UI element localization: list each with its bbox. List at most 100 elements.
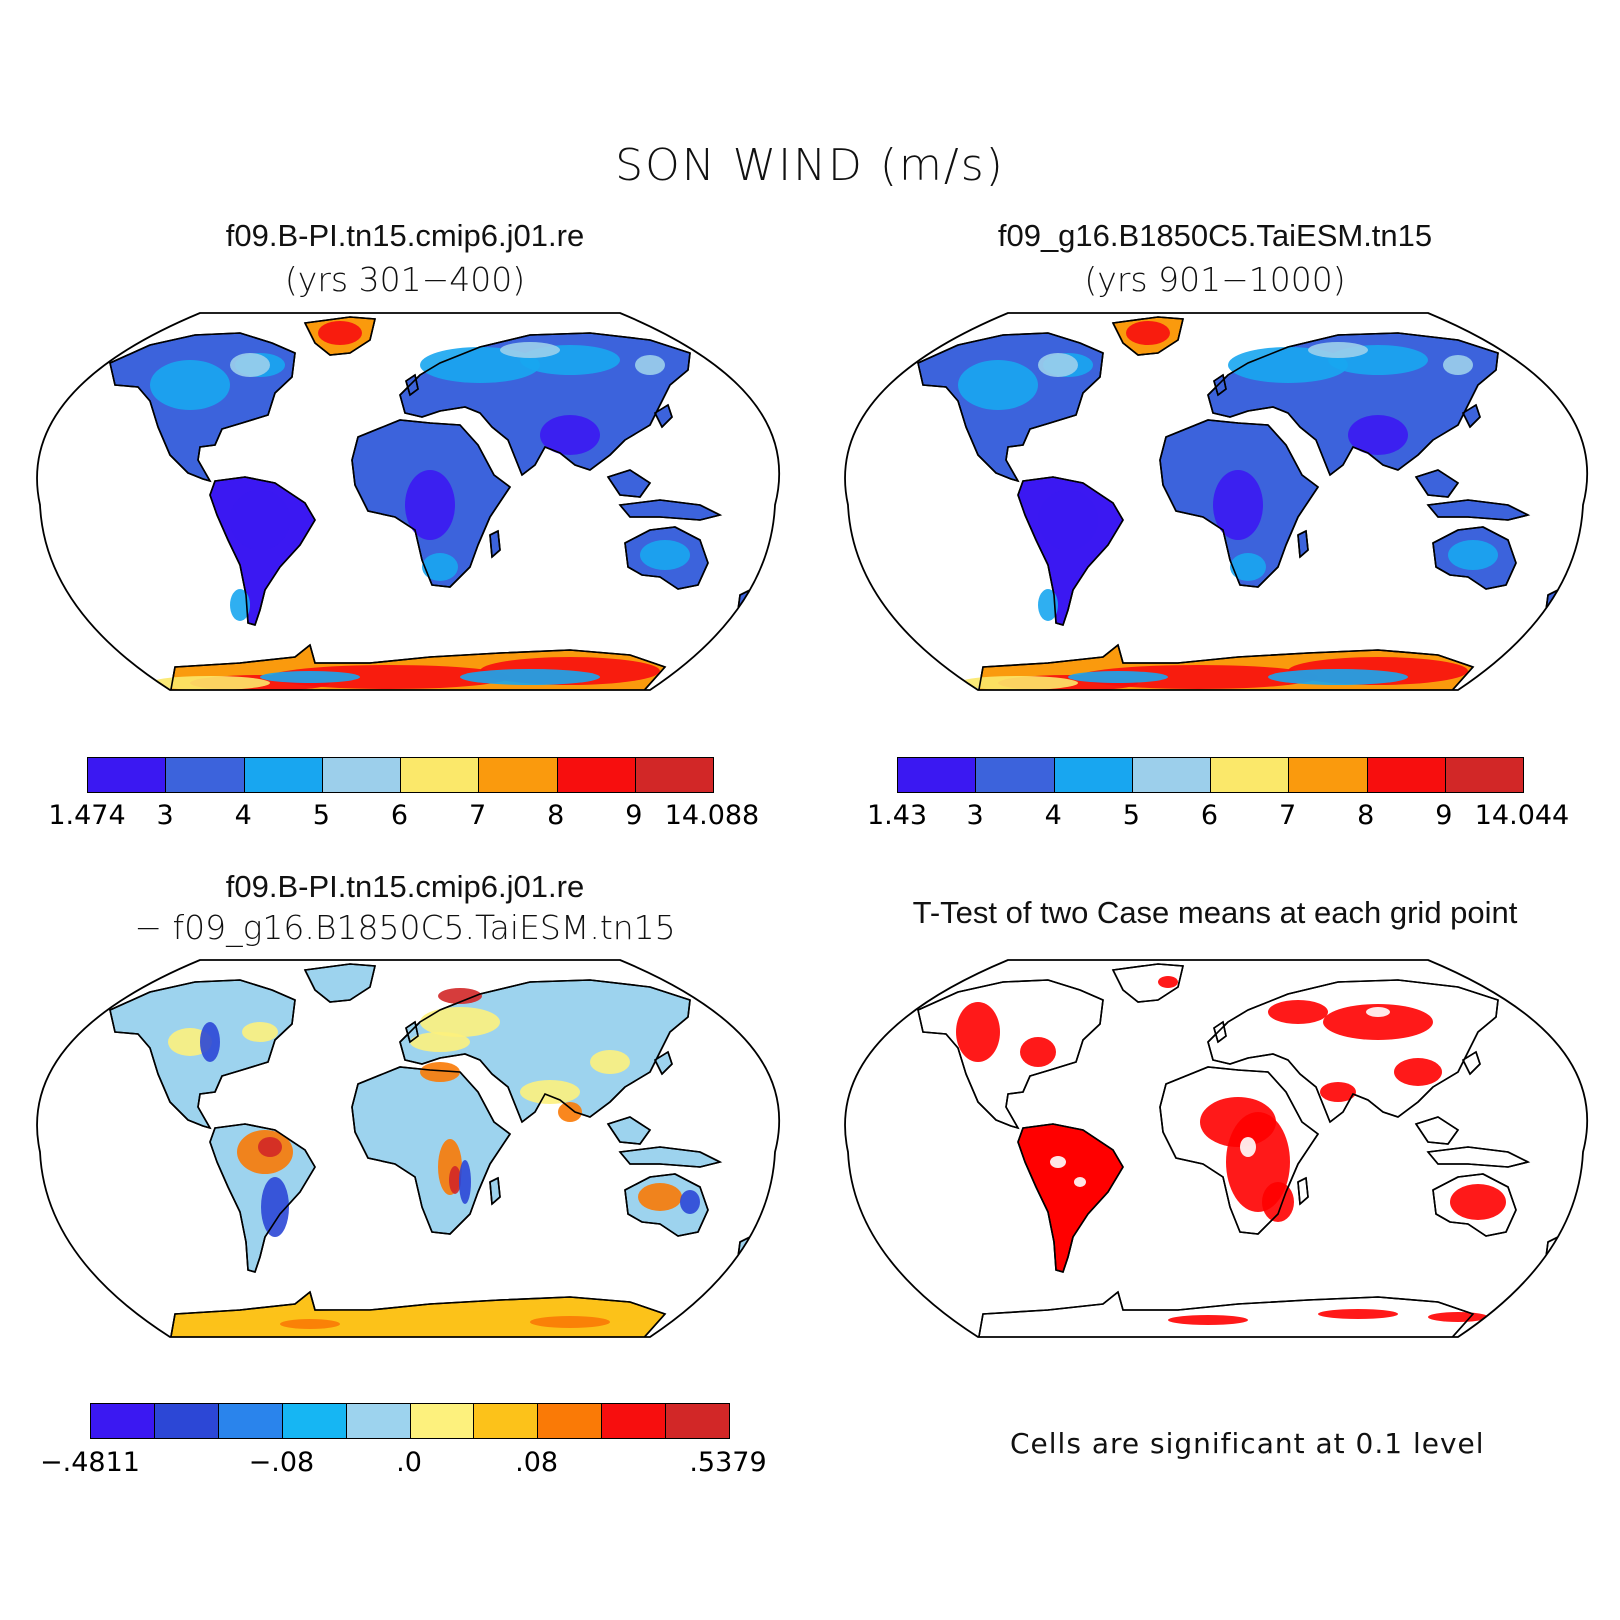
colorbar-box [538,1404,603,1438]
coastline [653,1050,673,1076]
coastline [618,1146,723,1168]
colorbar-box [1132,758,1211,792]
field-patch [1068,671,1168,683]
field-patch [150,360,230,410]
colorbar-tick-label: .08 [515,1447,559,1478]
colorbar-tick-label: 8 [1357,800,1375,831]
colorbar-tick-label: 6 [390,800,409,831]
colorbar-tick-label: 9 [625,800,643,831]
field-patch [540,415,600,455]
panel-subtitle-top-left: (yrs 301−400) [284,260,526,299]
colorbar-box [322,758,401,792]
colorbar-top-left [87,757,714,793]
map-border [36,312,780,691]
colorbar-tick-label: 1.474 [48,800,126,831]
panel-subtitle-bottom-left: − f09_g16.B1850C5.TaiESM.tn15 [134,908,676,947]
field-patch [1230,553,1266,581]
colorbar-box [474,1404,539,1438]
coastline [1426,499,1531,521]
colorbar-tick-label: 14.088 [664,800,760,831]
panel-title-bottom-right: T-Test of two Case means at each grid po… [912,895,1518,930]
coastline [606,1116,652,1145]
coastline [1461,1050,1481,1076]
colorbar-box [88,758,167,792]
colorbar-tick-label: 4 [1044,800,1062,831]
field-patch [261,1177,289,1237]
colorbar-box [1211,758,1290,792]
colorbar-tick-label: −.4811 [40,1447,140,1478]
colorbar-labels-top-right: 1.43 3 4 5 6 7 8 9 14.044 [867,800,1569,832]
colorbar-tick-label: 9 [1435,800,1453,831]
field-patch [1366,1007,1390,1017]
field-patch [200,1022,220,1062]
colorbar-tick-label: 5 [312,800,330,831]
colorbar-box [666,1404,730,1438]
coastline [618,499,723,521]
field-patch [420,1062,460,1082]
coastline [209,476,316,626]
map-bottom-right [844,959,1588,1338]
field-patch [242,1022,278,1042]
colorbar-box [479,758,558,792]
field-patch [490,1304,650,1324]
coastline [1297,1176,1309,1206]
map-layer [917,963,1560,1337]
colorbar-tick-label: .5379 [689,1447,767,1478]
colorbar-box [154,1404,219,1438]
coastline [917,332,1104,483]
field-patch [1448,540,1498,570]
colorbar-labels-top-left: 1.474 3 4 5 6 7 8 9 14.088 [48,800,759,832]
colorbar-box [1289,758,1368,792]
coastline [1159,1066,1320,1235]
colorbar-box [218,1404,283,1438]
coastline [169,1290,667,1337]
field-patch [1228,347,1348,383]
field-patch [1450,1184,1506,1220]
coastline [624,526,709,590]
coastline [209,1123,316,1273]
colorbar-tick-label: 7 [469,800,487,831]
field-patch [1320,1082,1356,1102]
field-patch [1158,976,1178,988]
landmass-africa [351,1066,511,1235]
colorbar-box [91,1404,155,1438]
colorbar-tick-label: 14.044 [1474,800,1570,831]
coastline [1207,979,1499,1124]
field-patch [420,347,540,383]
field-patch [260,671,360,683]
colorbar-box [166,758,245,792]
coastline [1111,963,1184,1003]
colorbar-box [898,758,977,792]
field-patch [405,470,455,540]
coastline [351,419,512,588]
colorbar-tick-label: 1.43 [866,800,928,831]
colorbar-box [244,758,323,792]
colorbar-tick-label: 4 [234,800,252,831]
map-bottom-left [36,959,780,1338]
map-top-right [844,312,1588,691]
field-patch [1323,1004,1433,1040]
field-patch [638,1183,682,1211]
field-patch [420,1007,500,1037]
colorbar-box [346,1404,411,1438]
colorbar-box [1445,758,1523,792]
field-patch [1262,1182,1294,1222]
coastline [1207,332,1499,477]
field-patch [1126,321,1170,345]
coastline [405,1020,419,1044]
field-patch [558,1102,582,1122]
field-patch [1428,1312,1488,1322]
coastline [977,1290,1475,1337]
field-patch [1443,355,1473,375]
field-patch [1038,589,1058,621]
coastline [405,373,419,397]
landmass-namerica [917,979,1104,1129]
field-patch [1394,1058,1442,1086]
field-patch [318,321,362,345]
coastline [917,979,1104,1130]
coastline [1461,403,1481,429]
field-patch [1308,342,1368,358]
coastline [1017,1123,1124,1273]
coastline [399,979,691,1124]
coastline [351,1066,512,1235]
